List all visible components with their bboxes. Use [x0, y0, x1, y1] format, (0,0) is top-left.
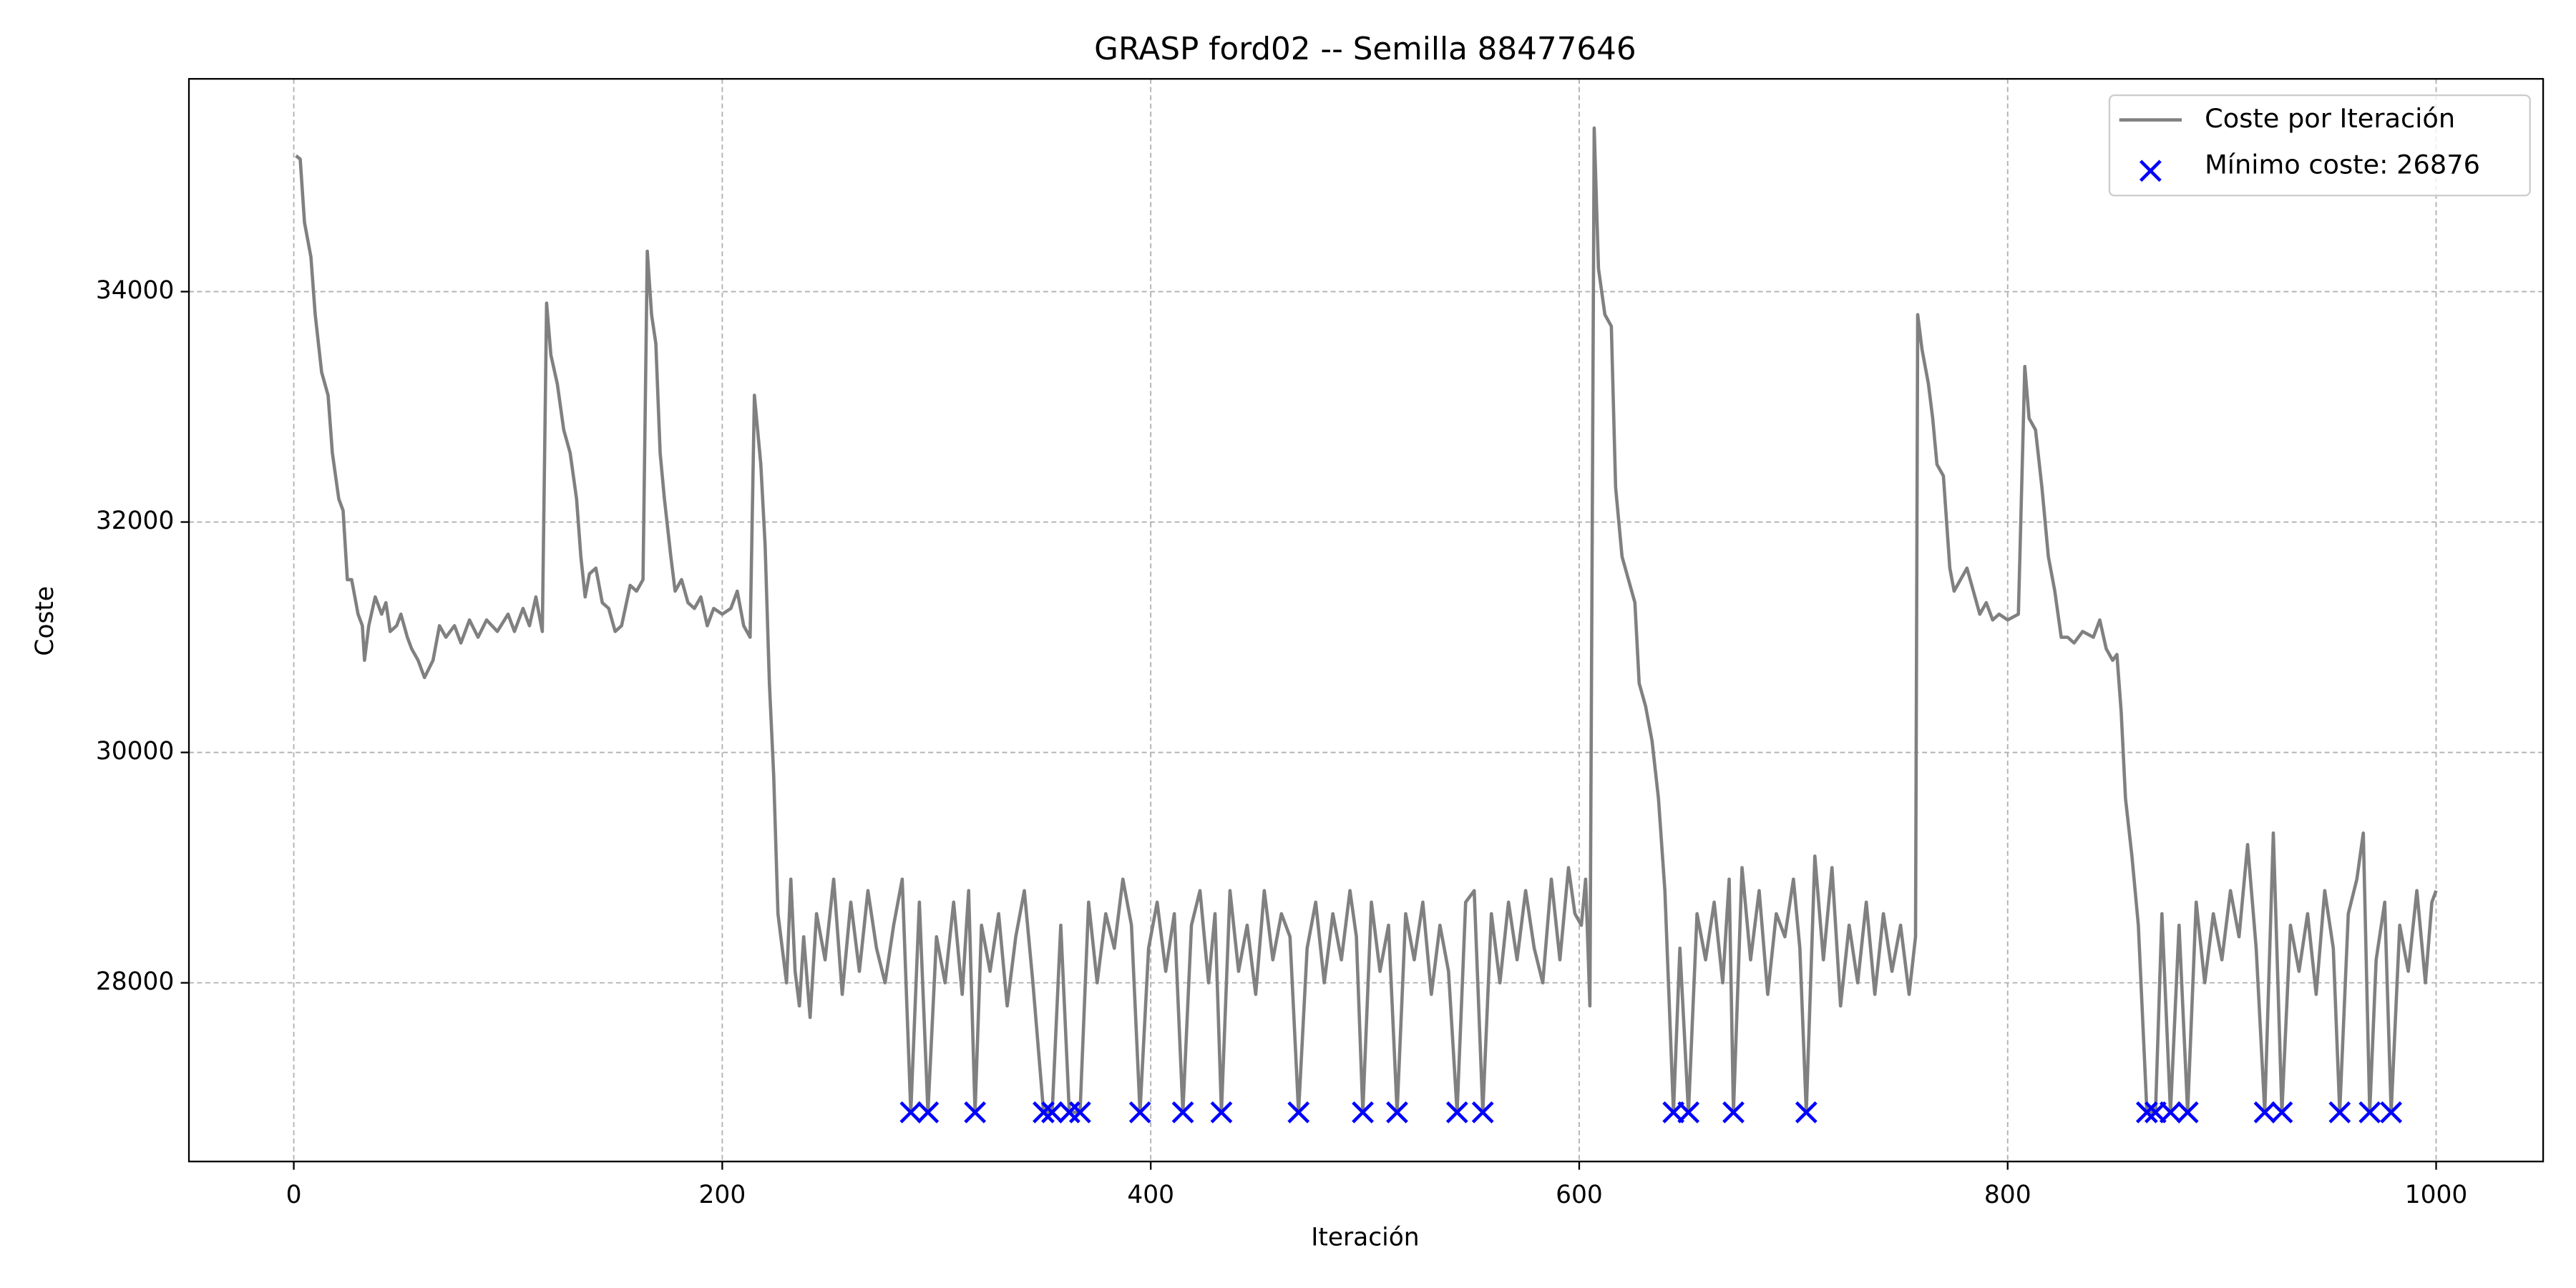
min-marker	[2159, 1101, 2182, 1123]
axes-frame	[187, 78, 2545, 1163]
min-marker	[2328, 1101, 2351, 1123]
min-marker	[1795, 1101, 1818, 1123]
legend-label: Coste por Iteración	[2205, 103, 2455, 134]
min-marker	[899, 1101, 922, 1123]
min-marker	[1068, 1101, 1091, 1123]
min-marker	[964, 1101, 987, 1123]
min-marker	[1677, 1101, 1700, 1123]
y-axis-label: Coste	[31, 586, 59, 656]
x-tick-label: 600	[1556, 1181, 1603, 1209]
min-marker	[1033, 1101, 1055, 1123]
min-marker	[2270, 1101, 2293, 1123]
min-marker	[1445, 1101, 1468, 1123]
min-marker	[1210, 1101, 1233, 1123]
legend-box	[2108, 94, 2531, 197]
y-tick-label: 34000	[96, 276, 175, 305]
cost-line	[295, 126, 2438, 1114]
plot-area	[295, 126, 2438, 1123]
min-marker	[1041, 1101, 1063, 1123]
min-marker	[2380, 1101, 2403, 1123]
min-marker	[1128, 1101, 1151, 1123]
min-marker	[2135, 1101, 2158, 1123]
x-tick-label: 800	[1984, 1181, 2031, 1209]
y-tick-label: 30000	[96, 737, 175, 766]
min-marker	[2358, 1101, 2381, 1123]
y-tick-label: 32000	[96, 507, 175, 535]
min-marker	[2253, 1101, 2276, 1123]
legend-label: Mínimo coste: 26876	[2205, 149, 2480, 180]
min-marker	[1058, 1101, 1080, 1123]
x-axis-label: Iteración	[1311, 1224, 1419, 1252]
min-marker	[1171, 1101, 1194, 1123]
x-tick-label: 0	[286, 1181, 302, 1209]
legend-marker	[2139, 160, 2162, 182]
min-marker	[917, 1101, 940, 1123]
x-tick-label: 400	[1127, 1181, 1174, 1209]
min-marker	[1471, 1101, 1494, 1123]
chart-title: GRASP ford02 -- Semilla 88477646	[1094, 31, 1636, 67]
x-tick-label: 1000	[2405, 1181, 2468, 1209]
min-marker	[1722, 1101, 1745, 1123]
min-marker	[1386, 1101, 1408, 1123]
min-marker	[1287, 1101, 1310, 1123]
x-tick-label: 200	[699, 1181, 746, 1209]
y-tick-label: 28000	[96, 967, 175, 996]
min-marker	[1352, 1101, 1374, 1123]
min-marker	[2176, 1101, 2199, 1123]
